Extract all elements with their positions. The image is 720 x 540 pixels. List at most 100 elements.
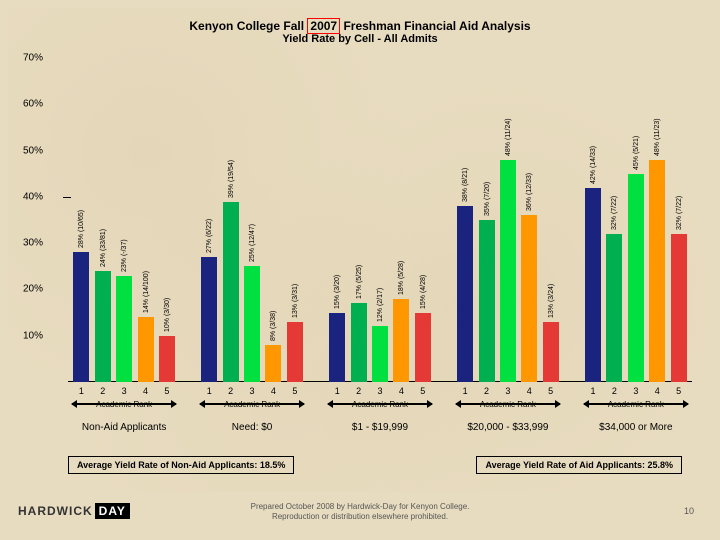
- group-label: $20,000 - $33,999: [467, 422, 548, 433]
- bar-group: 28% (10/65)124% (33/81)223% (-/37)314% (…: [68, 58, 180, 382]
- bar: 13% (3/31): [287, 322, 303, 382]
- page-number: 10: [684, 506, 694, 516]
- x-tick-label: 2: [484, 386, 489, 396]
- bar-value-label: 23% (-/37): [121, 239, 128, 272]
- bar-value-label: 39% (19/54): [228, 159, 235, 197]
- bar-value-label: 15% (4/28): [420, 274, 427, 308]
- x-tick-label: 3: [122, 386, 127, 396]
- x-tick-label: 3: [505, 386, 510, 396]
- x-tick-label: 3: [250, 386, 255, 396]
- group-label: Need: $0: [232, 422, 273, 433]
- bar: 23% (-/37): [116, 276, 132, 382]
- bar-value-label: 48% (11/24): [505, 118, 512, 156]
- bar: 14% (14/100): [138, 317, 154, 382]
- bar: 15% (3/20): [329, 313, 345, 382]
- x-tick-label: 2: [228, 386, 233, 396]
- bar: 25% (12/47): [244, 266, 260, 382]
- bar-value-label: 48% (11/23): [654, 118, 661, 156]
- bar-value-label: 12% (2/17): [377, 288, 384, 322]
- group-label: $34,000 or More: [599, 422, 672, 433]
- bar: 10% (3/30): [159, 336, 175, 382]
- chart-title-line2: Yield Rate by Cell - All Admits: [8, 33, 712, 45]
- y-tick-label: 30%: [23, 238, 43, 249]
- x-tick-label: 4: [655, 386, 660, 396]
- chart-area: Kenyon College Fall 2007 Freshman Financ…: [8, 8, 712, 492]
- bar: 48% (11/24): [500, 160, 516, 382]
- bar-value-label: 36% (12/33): [526, 173, 533, 211]
- bar: 13% (3/24): [543, 322, 559, 382]
- y-tick-label: 60%: [23, 99, 43, 110]
- x-tick-label: 5: [676, 386, 681, 396]
- x-tick-label: 2: [356, 386, 361, 396]
- bar-value-label: 15% (3/20): [334, 274, 341, 308]
- bar-group: 38% (8/21)135% (7/20)248% (11/24)336% (1…: [452, 58, 564, 382]
- bar: 48% (11/23): [649, 160, 665, 382]
- bar: 32% (7/22): [606, 234, 622, 382]
- bar: 18% (5/28): [393, 299, 409, 382]
- x-tick-label: 2: [612, 386, 617, 396]
- x-tick-label: 3: [633, 386, 638, 396]
- bar-value-label: 32% (7/22): [611, 196, 618, 230]
- bar: 8% (3/38): [265, 345, 281, 382]
- bar-value-label: 18% (5/28): [398, 260, 405, 294]
- y-tick-label: 70%: [23, 53, 43, 64]
- group-arrow: [200, 403, 304, 405]
- x-tick-label: 1: [79, 386, 84, 396]
- group-arrow: [328, 403, 432, 405]
- bar-value-label: 27% (6/22): [206, 219, 213, 253]
- bar-value-label: 24% (33/81): [100, 229, 107, 267]
- x-tick-label: 4: [399, 386, 404, 396]
- y-tick-label: 40%: [23, 191, 43, 202]
- avg-nonaid-box: Average Yield Rate of Non-Aid Applicants…: [68, 456, 294, 474]
- bar-value-label: 13% (3/24): [548, 284, 555, 318]
- bar-value-label: 13% (3/31): [292, 284, 299, 318]
- bar: 42% (14/33): [585, 188, 601, 382]
- x-tick-label: 1: [591, 386, 596, 396]
- bar: 28% (10/65): [73, 252, 89, 382]
- footer-text: Prepared October 2008 by Hardwick-Day fo…: [8, 502, 712, 523]
- bar-value-label: 35% (7/20): [484, 182, 491, 216]
- bar: 36% (12/33): [521, 215, 537, 382]
- bar: 15% (4/28): [415, 313, 431, 382]
- chart-title-line1: Kenyon College Fall 2007 Freshman Financ…: [8, 18, 712, 34]
- title-pre: Kenyon College Fall: [189, 19, 307, 33]
- title-post: Freshman Financial Aid Analysis: [340, 19, 531, 33]
- bar: 12% (2/17): [372, 326, 388, 382]
- bar-value-label: 8% (3/38): [270, 311, 277, 341]
- x-tick-label: 2: [100, 386, 105, 396]
- group-arrow: [72, 403, 176, 405]
- x-tick-label: 3: [377, 386, 382, 396]
- bar-value-label: 45% (5/21): [633, 135, 640, 169]
- group-label: $1 - $19,999: [352, 422, 408, 433]
- bar-value-label: 25% (12/47): [249, 224, 256, 262]
- bar: 38% (8/21): [457, 206, 473, 382]
- bar-group: 42% (14/33)132% (7/22)245% (5/21)348% (1…: [580, 58, 692, 382]
- bar-value-label: 10% (3/30): [164, 297, 171, 331]
- title-year-box: 2007: [307, 18, 340, 34]
- bar: 27% (6/22): [201, 257, 217, 382]
- x-tick-label: 5: [420, 386, 425, 396]
- x-tick-label: 5: [292, 386, 297, 396]
- y-tick-label: 50%: [23, 145, 43, 156]
- plot-area: 28% (10/65)124% (33/81)223% (-/37)314% (…: [68, 58, 692, 382]
- y-tick-label: 10%: [23, 330, 43, 341]
- x-tick-label: 4: [527, 386, 532, 396]
- bar-group: 15% (3/20)117% (5/25)212% (2/17)318% (5/…: [324, 58, 436, 382]
- bar-value-label: 38% (8/21): [462, 168, 469, 202]
- x-tick-label: 1: [207, 386, 212, 396]
- x-tick-label: 1: [463, 386, 468, 396]
- bar: 39% (19/54): [223, 202, 239, 383]
- bar-value-label: 32% (7/22): [676, 196, 683, 230]
- bar-value-label: 14% (14/100): [143, 271, 150, 313]
- bar: 17% (5/25): [351, 303, 367, 382]
- bar-value-label: 42% (14/33): [590, 145, 597, 183]
- bar-value-label: 17% (5/25): [356, 265, 363, 299]
- bar: 35% (7/20): [479, 220, 495, 382]
- bar: 24% (33/81): [95, 271, 111, 382]
- footer-line1: Prepared October 2008 by Hardwick-Day fo…: [251, 502, 470, 511]
- y-tick-mark: [63, 197, 71, 198]
- bar-value-label: 28% (10/65): [78, 210, 85, 248]
- footer: HARDWICKDAY Prepared October 2008 by Har…: [8, 496, 712, 536]
- x-tick-label: 5: [164, 386, 169, 396]
- bar: 45% (5/21): [628, 174, 644, 382]
